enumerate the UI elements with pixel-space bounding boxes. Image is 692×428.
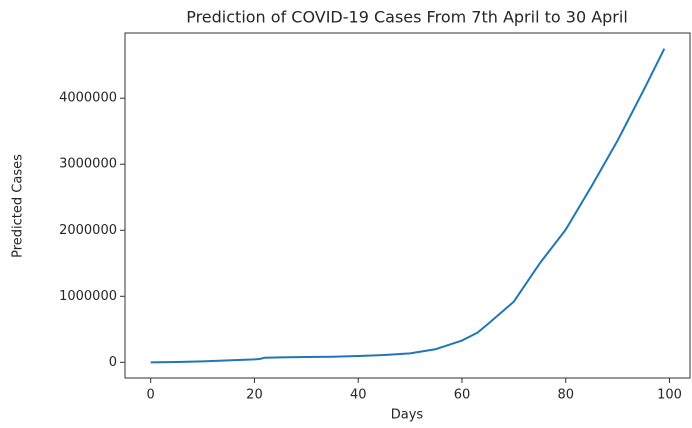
y-axis-label: Predicted Cases [11, 154, 26, 258]
line [150, 48, 666, 364]
y-tick-label: 2000000 [59, 223, 117, 238]
x-tick-label: 80 [557, 388, 574, 403]
chart-title: Prediction of COVID-19 Cases From 7th Ap… [186, 8, 628, 27]
x-tick-label: 0 [147, 388, 155, 403]
x-tick-label: 60 [454, 388, 471, 403]
y-tick-label: 4000000 [59, 91, 117, 106]
x-tick-label: 100 [657, 388, 682, 403]
y-tick-label: 3000000 [59, 157, 117, 172]
x-axis-label: Days [391, 408, 424, 423]
plot-frame [124, 32, 691, 379]
x-tick-label: 40 [350, 388, 367, 403]
y-tick-label: 0 [109, 355, 117, 370]
x-tick-label: 20 [246, 388, 263, 403]
y-tick-label: 1000000 [59, 289, 117, 304]
